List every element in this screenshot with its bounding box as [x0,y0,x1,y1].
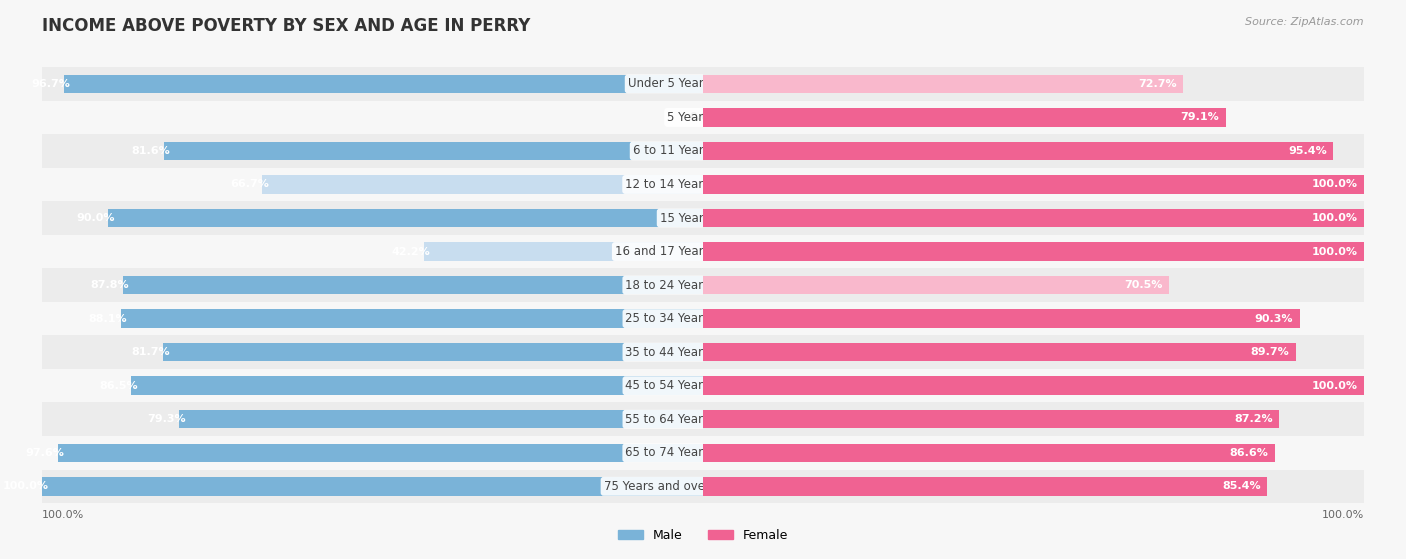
Text: 100.0%: 100.0% [3,481,49,491]
Text: 87.2%: 87.2% [1234,414,1272,424]
Bar [703,134,1364,168]
Text: 96.7%: 96.7% [32,79,70,89]
Bar [263,175,703,193]
Bar [425,243,703,260]
Bar [42,436,703,470]
Text: 85.4%: 85.4% [1222,481,1261,491]
Bar [163,343,703,361]
Text: INCOME ABOVE POVERTY BY SEX AND AGE IN PERRY: INCOME ABOVE POVERTY BY SEX AND AGE IN P… [42,17,530,35]
Text: 6 to 11 Years: 6 to 11 Years [633,144,710,158]
Bar [42,335,703,369]
Bar [42,134,703,168]
Bar [122,276,703,294]
Bar [703,74,1184,93]
Bar [703,410,1279,428]
Text: 0.0%: 0.0% [690,112,720,122]
Text: 70.5%: 70.5% [1123,280,1163,290]
Bar [703,310,1299,328]
Text: 97.6%: 97.6% [25,448,65,458]
Bar [703,168,1364,201]
Bar [42,470,703,503]
Bar [703,209,1364,227]
Bar [703,402,1364,436]
Text: 90.3%: 90.3% [1254,314,1294,324]
Text: 72.7%: 72.7% [1139,79,1177,89]
Bar [42,402,703,436]
Bar [703,436,1364,470]
Text: 87.8%: 87.8% [91,280,129,290]
Bar [703,302,1364,335]
Bar [108,209,703,227]
Text: 79.1%: 79.1% [1181,112,1219,122]
Bar [121,310,703,328]
Bar [703,67,1364,101]
Bar [163,142,703,160]
Bar [42,168,703,201]
Text: 100.0%: 100.0% [1312,179,1357,190]
Text: 25 to 34 Years: 25 to 34 Years [626,312,710,325]
Bar [179,410,703,428]
Bar [703,235,1364,268]
Text: 16 and 17 Years: 16 and 17 Years [614,245,710,258]
Bar [42,67,703,101]
Bar [42,101,703,134]
Text: 42.2%: 42.2% [392,247,430,257]
Bar [703,108,1226,126]
Bar [42,369,703,402]
Bar [703,444,1275,462]
Bar [703,142,1333,160]
Text: 100.0%: 100.0% [1322,510,1364,520]
Bar [42,268,703,302]
Text: Source: ZipAtlas.com: Source: ZipAtlas.com [1246,17,1364,27]
Text: 89.7%: 89.7% [1250,347,1289,357]
Text: 81.7%: 81.7% [131,347,170,357]
Text: 18 to 24 Years: 18 to 24 Years [626,278,710,292]
Bar [703,276,1168,294]
Bar [131,377,703,395]
Bar [58,444,703,462]
Bar [42,302,703,335]
Bar [703,201,1364,235]
Bar [703,175,1364,193]
Text: 88.1%: 88.1% [89,314,128,324]
Text: 81.6%: 81.6% [132,146,170,156]
Text: 86.5%: 86.5% [100,381,138,391]
Bar [703,377,1364,395]
Text: 75 Years and over: 75 Years and over [603,480,710,493]
Bar [65,74,703,93]
Legend: Male, Female: Male, Female [613,524,793,547]
Text: 100.0%: 100.0% [42,510,84,520]
Bar [703,243,1364,260]
Bar [42,477,703,496]
Text: 90.0%: 90.0% [76,213,115,223]
Text: 100.0%: 100.0% [1312,213,1357,223]
Bar [42,235,703,268]
Text: 86.6%: 86.6% [1230,448,1268,458]
Bar [703,101,1364,134]
Text: 79.3%: 79.3% [148,414,186,424]
Bar [703,477,1267,496]
Bar [703,335,1364,369]
Text: 66.7%: 66.7% [231,179,269,190]
Text: 100.0%: 100.0% [1312,247,1357,257]
Text: 45 to 54 Years: 45 to 54 Years [626,379,710,392]
Text: 35 to 44 Years: 35 to 44 Years [626,345,710,359]
Bar [703,268,1364,302]
Text: 55 to 64 Years: 55 to 64 Years [626,413,710,426]
Text: 12 to 14 Years: 12 to 14 Years [626,178,710,191]
Text: 5 Years: 5 Years [668,111,710,124]
Text: 100.0%: 100.0% [1312,381,1357,391]
Bar [703,369,1364,402]
Text: Under 5 Years: Under 5 Years [627,77,710,91]
Bar [703,470,1364,503]
Text: 15 Years: 15 Years [659,211,710,225]
Text: 65 to 74 Years: 65 to 74 Years [626,446,710,459]
Bar [703,343,1296,361]
Bar [42,201,703,235]
Text: 95.4%: 95.4% [1288,146,1327,156]
